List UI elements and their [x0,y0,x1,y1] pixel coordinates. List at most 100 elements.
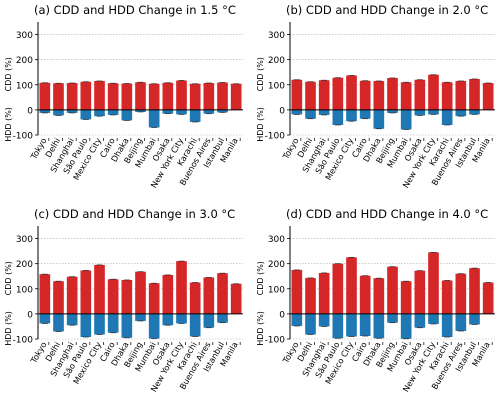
cdd-bar [359,275,371,314]
hdd-axis-label: HDD (%) [4,311,13,346]
chart-panel-2: (b) CDD and HDD Change in 2.0 °C 300 200 10… [256,3,495,190]
hdd-bar [441,109,453,125]
y-tick-label: 0 [27,310,33,320]
hdd-bar [53,313,64,332]
cdd-bar [53,83,64,110]
cdd-bar [135,271,146,314]
cdd-axis-label: CDD (%) [256,261,265,295]
cdd-bar [39,274,51,314]
y-tick-label: 200 [16,56,33,66]
chart-panel-1: (a) CDD and HDD Change in 1.5 °C 300 200 10… [4,3,243,190]
hdd-bar [359,313,371,336]
cdd-bar [80,270,92,314]
cdd-bar [441,280,453,314]
hdd-axis-label: HDD (%) [256,107,265,142]
chart-panel-4: (d) CDD and HDD Change in 4.0 °C 300 200 10… [256,207,495,394]
cdd-bar [94,264,105,314]
cdd-bar [121,83,133,110]
cdd-bar [441,82,453,110]
hdd-bar [189,109,201,122]
cdd-bar [176,261,187,314]
y-tick-label: 0 [279,310,285,320]
hdd-bar [148,313,160,339]
hdd-bar [121,109,133,121]
cdd-bar [148,83,160,110]
cdd-bar [189,282,201,314]
hdd-bar [66,109,78,113]
cdd-bar [39,82,51,110]
hdd-bar [455,313,467,331]
cdd-bar [94,81,105,110]
cdd-bar [482,282,494,314]
cdd-axis-label: CDD (%) [4,57,13,91]
chart-title: (d) CDD and HDD Change in 4.0 °C [286,207,488,221]
hdd-axis-label: HDD (%) [4,107,13,142]
y-tick-label: 200 [268,260,285,270]
cdd-bar [414,270,426,314]
hdd-bar [94,109,105,117]
hdd-bar [332,313,344,339]
cdd-bar [346,75,357,110]
hdd-bar [189,313,201,337]
cdd-bar [66,276,78,314]
cdd-bar [135,82,146,110]
hdd-bar [318,313,330,327]
y-tick-label: 100 [268,81,285,91]
hdd-bar [359,109,371,119]
y-tick-label: -100 [13,132,34,142]
cdd-bar [318,80,330,110]
cdd-bar [148,283,160,314]
cdd-bar [217,82,228,110]
chart-title: (b) CDD and HDD Change in 2.0 °C [286,3,488,17]
cdd-bar [305,277,316,314]
cdd-bar [230,283,242,314]
hdd-bar [428,109,439,115]
hdd-bar [53,109,64,116]
hdd-bar [414,109,426,116]
cdd-bar [332,77,344,110]
hdd-bar [469,109,480,115]
hdd-bar [291,313,303,326]
cdd-bar [332,263,344,314]
y-tick-label: 0 [27,106,33,116]
hdd-bar [176,313,187,324]
hdd-bar [80,109,92,120]
cdd-bar [176,80,187,110]
cdd-bar [400,82,412,110]
hdd-bar [305,109,316,119]
y-tick-label: -100 [265,132,286,142]
cdd-axis-label: CDD (%) [256,57,265,91]
cdd-bar [203,83,215,110]
cdd-bar [469,268,480,314]
y-tick-label: 300 [16,31,33,41]
chart-title: (a) CDD and HDD Change in 1.5 °C [34,3,236,17]
cdd-bar [66,83,78,110]
hdd-bar [469,313,480,325]
cdd-bar [359,80,371,110]
cdd-bar [318,272,330,314]
cdd-bar [162,82,174,110]
hdd-bar [80,313,92,337]
hdd-bar [441,313,453,337]
hdd-bar [121,313,133,338]
cdd-bar [455,273,467,314]
cdd-bar [305,81,316,110]
hdd-bar [162,313,174,326]
cdd-bar [455,81,467,110]
cdd-bar [373,278,385,314]
hdd-bar [107,313,119,333]
y-tick-label: 100 [16,285,33,295]
y-tick-label: -100 [265,336,286,346]
hdd-bar [217,313,228,323]
chart-panel-3: (c) CDD and HDD Change in 3.0 °C 300 200 10… [4,207,243,394]
cdd-bar [400,281,412,314]
y-tick-label: 200 [268,56,285,66]
hdd-bar [135,109,146,112]
cdd-bar [428,74,439,110]
hdd-bar [387,313,398,323]
cdd-bar [373,81,385,110]
hdd-bar [373,109,385,129]
chart-title: (c) CDD and HDD Change in 3.0 °C [34,207,235,221]
cdd-bar [428,252,439,314]
cdd-bar [53,281,64,314]
